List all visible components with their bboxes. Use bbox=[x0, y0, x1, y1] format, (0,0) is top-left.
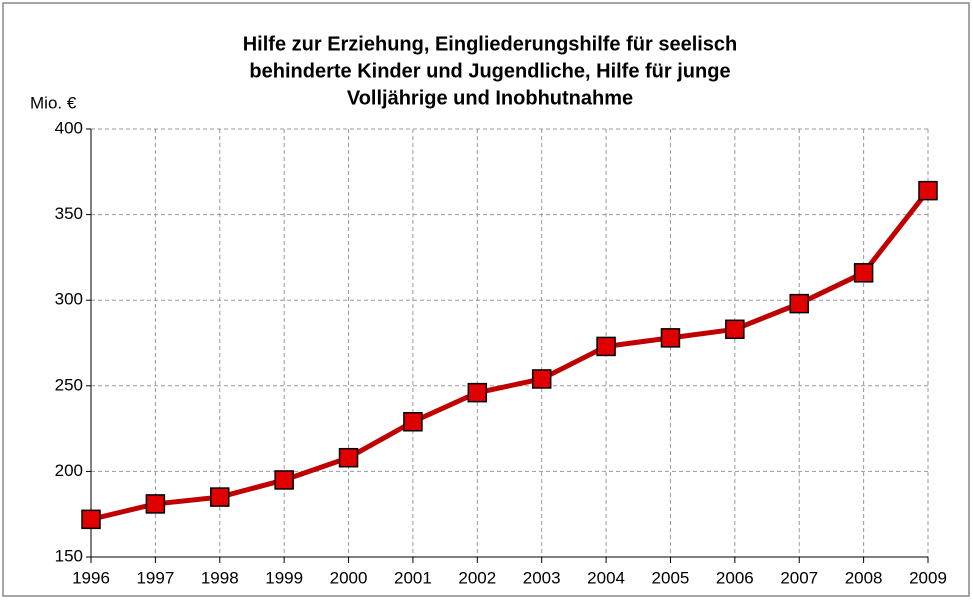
x-tick-label: 2001 bbox=[394, 568, 432, 587]
marker bbox=[918, 180, 938, 201]
y-tick-label: 300 bbox=[55, 290, 83, 309]
x-tick-label: 2002 bbox=[458, 568, 496, 587]
x-tick-label: 1997 bbox=[136, 568, 174, 587]
marker bbox=[531, 369, 552, 389]
y-tick-label: 350 bbox=[55, 204, 83, 223]
marker bbox=[338, 447, 359, 468]
x-tick-label: 2006 bbox=[716, 568, 754, 587]
chart-title: Volljährige und Inobhutnahme bbox=[347, 87, 633, 109]
marker bbox=[403, 412, 423, 432]
series-line bbox=[90, 189, 930, 522]
marker bbox=[789, 293, 809, 314]
x-tick-label: 2000 bbox=[330, 568, 368, 587]
marker bbox=[596, 336, 616, 357]
x-tick-label: 1996 bbox=[72, 568, 110, 587]
x-tick-label: 2009 bbox=[909, 568, 947, 587]
x-tick-label: 2007 bbox=[780, 568, 818, 587]
marker bbox=[145, 494, 166, 514]
x-tick-label: 1998 bbox=[201, 568, 239, 587]
x-tick-label: 2005 bbox=[652, 568, 690, 587]
y-axis-label: Mio. € bbox=[30, 93, 77, 112]
x-tick-label: 2008 bbox=[845, 568, 883, 587]
x-tick-label: 1999 bbox=[265, 568, 303, 587]
marker bbox=[81, 509, 101, 530]
y-tick-label: 250 bbox=[55, 375, 83, 394]
marker bbox=[467, 382, 488, 403]
marker bbox=[853, 263, 874, 283]
chart-title: behinderte Kinder und Jugendliche, Hilfe… bbox=[249, 60, 730, 82]
marker bbox=[660, 328, 681, 348]
marker bbox=[210, 487, 230, 507]
y-tick-label: 150 bbox=[55, 546, 83, 565]
x-tick-label: 2004 bbox=[587, 568, 625, 587]
marker bbox=[274, 470, 294, 490]
marker bbox=[725, 319, 745, 340]
x-tick-label: 2003 bbox=[523, 568, 561, 587]
chart-title: Hilfe zur Erziehung, Eingliederungshilfe… bbox=[243, 33, 738, 55]
y-tick-label: 200 bbox=[55, 461, 83, 480]
y-tick-label: 400 bbox=[55, 118, 83, 137]
